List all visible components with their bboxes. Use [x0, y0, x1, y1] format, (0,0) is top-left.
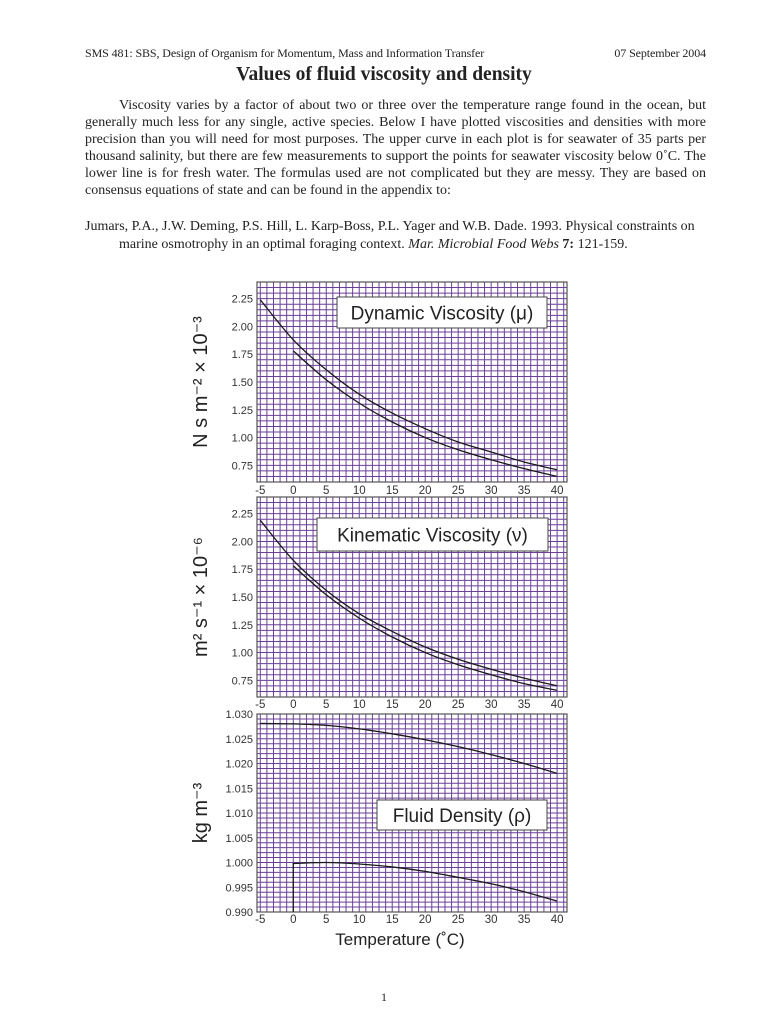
plot-frame	[256, 713, 568, 913]
x-tick-label: 30	[485, 485, 498, 497]
y-tick-label: 0.75	[232, 460, 253, 472]
citation-pages: 121-159.	[574, 237, 628, 252]
x-tick-label: 0	[290, 914, 296, 926]
x-tick-label: -5	[255, 914, 265, 926]
y-tick-label: 1.000	[225, 858, 253, 870]
chart-title: Fluid Density (ρ)	[393, 806, 532, 827]
x-tick-label: 30	[485, 699, 498, 711]
x-tick-label: 0	[290, 485, 296, 497]
x-tick-label: 15	[386, 699, 399, 711]
y-tick-label: 0.995	[225, 882, 253, 894]
page-number: 1	[381, 990, 387, 1004]
x-tick-label: 10	[353, 485, 366, 497]
chart-title: Dynamic Viscosity (μ)	[351, 304, 534, 325]
y-tick-label: 1.030	[225, 709, 253, 721]
seawater-curve	[260, 722, 558, 775]
x-tick-label: 0	[290, 699, 296, 711]
y-tick-label: 1.50	[232, 377, 253, 389]
x-tick-label: 15	[386, 914, 399, 926]
header-date: 07 September 2004	[614, 46, 706, 60]
header-course: SMS 481: SBS, Design of Organism for Mom…	[85, 46, 485, 60]
seawater-curve	[259, 299, 558, 471]
x-axis-label: Temperature (˚C)	[335, 930, 464, 949]
x-tick-label: 40	[551, 699, 564, 711]
plot-frame	[256, 496, 568, 698]
x-tick-label: 40	[551, 914, 564, 926]
chart-title: Kinematic Viscosity (ν)	[337, 526, 528, 547]
x-tick-label: 35	[518, 914, 531, 926]
plot-frame	[256, 281, 568, 483]
intro-paragraph: Viscosity varies by a factor of about tw…	[85, 98, 706, 198]
freshwater-curve	[292, 565, 558, 691]
seawater-curve	[259, 519, 558, 687]
y-tick-label: 1.75	[232, 349, 253, 361]
freshwater-curve	[292, 861, 558, 912]
x-tick-label: 25	[452, 485, 465, 497]
chart-title-box	[336, 296, 548, 329]
x-tick-label: -5	[255, 699, 265, 711]
y-tick-label: 1.025	[225, 734, 253, 746]
y-tick-label: 1.010	[225, 808, 253, 820]
y-tick-label: 1.25	[232, 405, 253, 417]
y-tick-label: 1.005	[225, 833, 253, 845]
y-tick-label: 1.00	[232, 433, 253, 445]
x-tick-label: 30	[485, 914, 498, 926]
citation-journal: Mar. Microbial Food Webs	[408, 237, 559, 252]
y-axis-label: kg m⁻³	[190, 782, 212, 843]
y-tick-label: 1.50	[232, 592, 253, 604]
chart-title-box	[376, 799, 548, 831]
y-tick-label: 2.00	[232, 536, 253, 548]
page-title: Values of fluid viscosity and density	[236, 64, 532, 85]
y-tick-label: 1.015	[225, 783, 253, 795]
x-tick-label: 35	[518, 485, 531, 497]
x-tick-label: 10	[353, 914, 366, 926]
chart-2: -5 0 5 10 15 20 25 30 35 40 0.75 1.00 1.25 1.50 1.75 2.…	[190, 496, 568, 711]
x-tick-label: 20	[419, 485, 432, 497]
x-tick-label: 20	[419, 914, 432, 926]
x-tick-label: 5	[323, 485, 329, 497]
y-tick-label: 2.25	[232, 294, 253, 306]
chart-1: -5 0 5 10 15 20 25 30 35 40 0.75 1.00 1.25 1.50 1.75 2.…	[190, 281, 568, 497]
x-tick-label: 5	[323, 699, 329, 711]
y-tick-label: 1.020	[225, 759, 253, 771]
y-tick-label: 1.25	[232, 620, 253, 632]
y-tick-label: 1.75	[232, 564, 253, 576]
x-tick-label: 25	[452, 914, 465, 926]
y-axis-label: m² s⁻¹ × 10⁻⁶	[190, 537, 212, 657]
x-tick-label: 5	[323, 914, 329, 926]
y-tick-label: 0.990	[225, 907, 253, 919]
y-tick-label: 1.00	[232, 648, 253, 660]
x-tick-label: -5	[255, 485, 265, 497]
chart-3: -5 0 5 10 15 20 25 30 35 40 0.990 0.995 1.000 1.005 1.…	[190, 709, 568, 949]
citation-volume: 7:	[562, 237, 575, 252]
citation: Jumars, P.A., J.W. Deming, P.S. Hill, L.…	[85, 218, 706, 254]
citation-authors: Jumars, P.A., J.W. Deming, P.S. Hill, L.…	[85, 219, 695, 252]
x-tick-label: 35	[518, 699, 531, 711]
y-tick-label: 2.25	[232, 509, 253, 521]
x-tick-label: 25	[452, 699, 465, 711]
x-tick-label: 10	[353, 699, 366, 711]
y-tick-label: 2.00	[232, 321, 253, 333]
y-axis-label: N s m⁻² × 10⁻³	[190, 316, 212, 448]
freshwater-curve	[292, 350, 558, 478]
x-tick-label: 20	[419, 699, 432, 711]
y-tick-label: 0.75	[232, 675, 253, 687]
x-tick-label: 40	[551, 485, 564, 497]
x-tick-label: 15	[386, 485, 399, 497]
chart-title-box	[316, 517, 549, 552]
